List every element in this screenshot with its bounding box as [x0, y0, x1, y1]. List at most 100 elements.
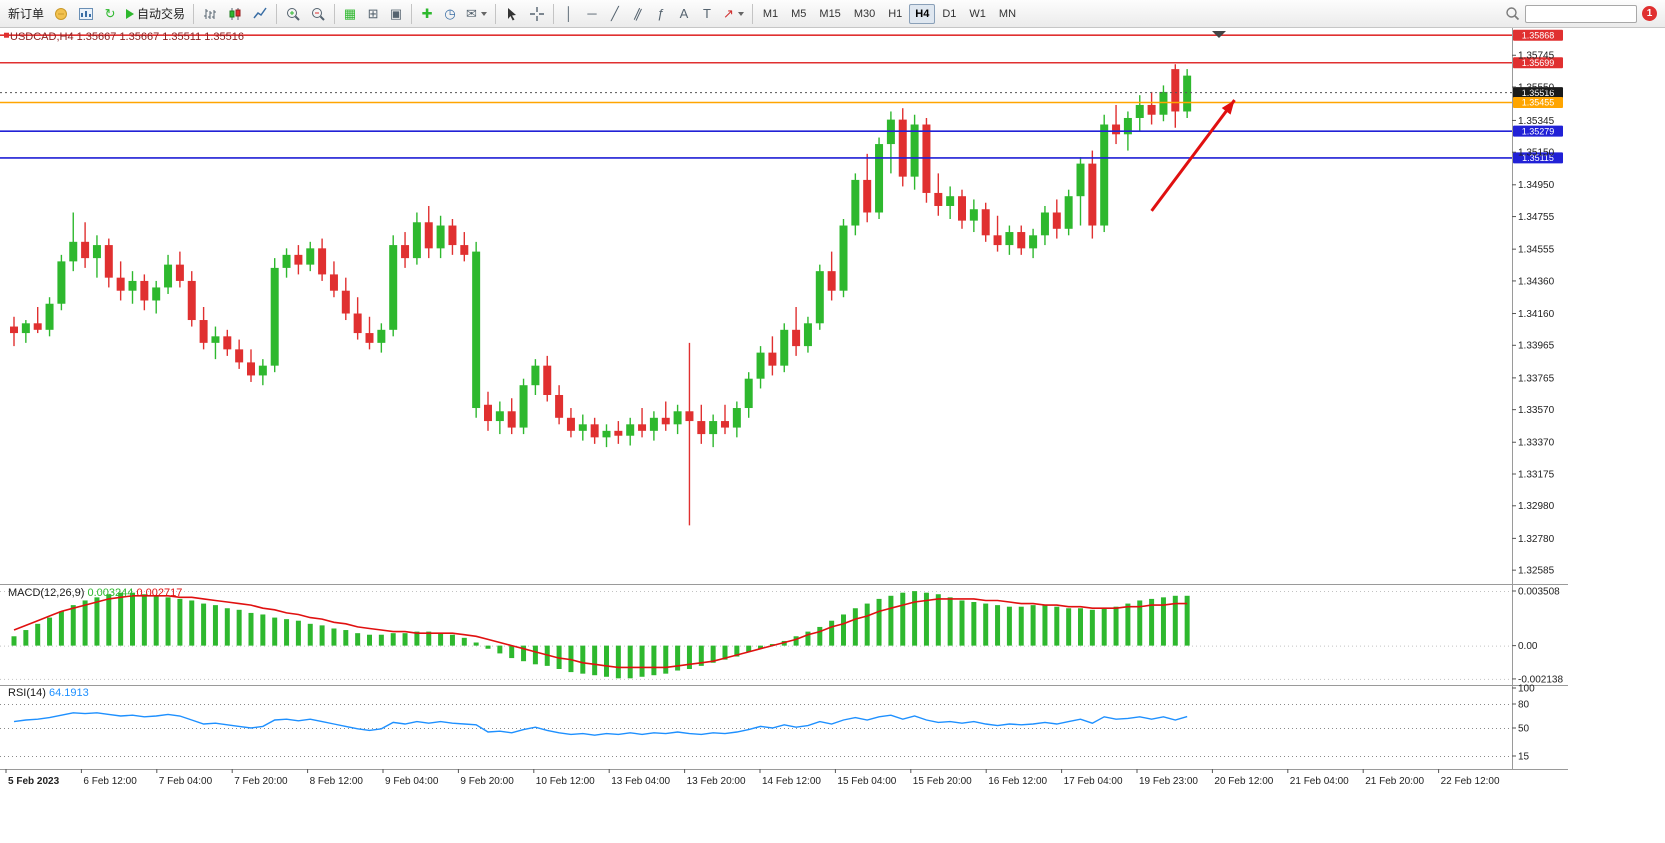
- channel-icon: ∥: [631, 5, 645, 22]
- label-icon: T: [702, 6, 711, 21]
- search-icon: [1506, 7, 1520, 21]
- search-input[interactable]: [1525, 4, 1637, 23]
- refresh-icon: ↻: [104, 6, 116, 21]
- timeframe-h4[interactable]: H4: [909, 3, 936, 24]
- trendline-tool-button[interactable]: ╱: [604, 3, 626, 25]
- timeframe-m1[interactable]: M1: [757, 4, 784, 24]
- toolbar-separator: [751, 3, 753, 24]
- algo-trading-button[interactable]: 自动交易: [122, 3, 189, 25]
- deposit-button[interactable]: [49, 3, 73, 25]
- grid-toggle-button[interactable]: ▦: [339, 3, 361, 25]
- svg-text:1.34950: 1.34950: [1518, 180, 1555, 191]
- timeframe-d1[interactable]: D1: [936, 4, 962, 24]
- svg-text:1.33765: 1.33765: [1518, 373, 1555, 384]
- svg-text:13 Feb 20:00: 13 Feb 20:00: [687, 776, 746, 787]
- rsi-line: [13, 712, 1188, 736]
- svg-text:1.35345: 1.35345: [1518, 116, 1555, 127]
- screenshot-button[interactable]: ✉: [462, 3, 491, 25]
- chevron-down-icon: [737, 11, 744, 16]
- svg-text:5 Feb 2023: 5 Feb 2023: [8, 776, 60, 787]
- toolbar-separator: [193, 3, 195, 24]
- svg-text:1.35115: 1.35115: [1522, 153, 1554, 163]
- timeframe-group: M1 M5 M15 M30 H1 H4 D1 W1 MN: [757, 3, 1022, 24]
- channel-tool-button[interactable]: ∥: [627, 3, 649, 25]
- candlestick-icon: [229, 7, 241, 20]
- svg-text:22 Feb 12:00: 22 Feb 12:00: [1441, 776, 1500, 787]
- line-chart-icon: [253, 7, 267, 18]
- timeframe-m15[interactable]: M15: [813, 4, 846, 24]
- svg-text:1.35150: 1.35150: [1518, 148, 1555, 159]
- label-tool-button[interactable]: T: [696, 3, 718, 25]
- svg-text:1.35516: 1.35516: [1522, 88, 1555, 98]
- price-badge-1.35699: [1513, 57, 1563, 69]
- line-anchor-marker[interactable]: [4, 32, 9, 38]
- cascade-windows-button[interactable]: ▣: [385, 3, 407, 25]
- fibonacci-tool-button[interactable]: ƒ: [650, 3, 672, 25]
- svg-text:1.33965: 1.33965: [1518, 341, 1555, 352]
- cursor-tool-button[interactable]: [500, 3, 524, 25]
- refresh-button[interactable]: ↻: [99, 3, 121, 25]
- toolbar-separator: [334, 3, 336, 24]
- period-clock-button[interactable]: ◷: [439, 3, 461, 25]
- svg-text:1.35699: 1.35699: [1522, 58, 1555, 68]
- svg-text:15 Feb 04:00: 15 Feb 04:00: [837, 776, 896, 787]
- svg-text:1.32980: 1.32980: [1518, 501, 1555, 512]
- toolbar-separator: [276, 3, 278, 24]
- horizontal-line-tool-button[interactable]: ─: [581, 3, 603, 25]
- text-tool-button[interactable]: A: [673, 3, 695, 25]
- notification-badge[interactable]: 1: [1642, 6, 1657, 21]
- zoom-out-button[interactable]: [306, 3, 330, 25]
- chart-area[interactable]: 1.35868 1.35699 1.35516 1.35455 1.35279 1.351…: [0, 28, 1665, 843]
- crosshair-tool-button[interactable]: [525, 3, 549, 25]
- timeframe-w1[interactable]: W1: [963, 4, 992, 24]
- cascade-windows-icon: ▣: [389, 6, 403, 21]
- timeframe-m30[interactable]: M30: [848, 4, 881, 24]
- price-badge-1.35115: [1513, 152, 1563, 164]
- price-badge-1.35868: [1513, 29, 1563, 41]
- main-toolbar: 新订单 ↻ 自动交易: [0, 0, 1665, 28]
- svg-text:1.34360: 1.34360: [1518, 276, 1555, 287]
- price-axis[interactable]: 1.35745 1.35550 1.35345 1.35150 1.34950 1.347…: [0, 28, 1568, 770]
- open-chart-button[interactable]: [74, 3, 98, 25]
- fibonacci-icon: ƒ: [657, 6, 665, 21]
- svg-text:-0.002138: -0.002138: [1518, 674, 1563, 685]
- vertical-line-icon: │: [564, 6, 573, 21]
- candlestick-mode-button[interactable]: [223, 3, 247, 25]
- toolbar-separator: [552, 3, 554, 24]
- svg-text:0.003508: 0.003508: [1518, 586, 1560, 597]
- chevron-down-icon: [480, 11, 487, 16]
- vertical-line-tool-button[interactable]: │: [558, 3, 580, 25]
- svg-text:16 Feb 12:00: 16 Feb 12:00: [988, 776, 1047, 787]
- new-order-label: 新订单: [8, 7, 45, 21]
- timeframe-m5[interactable]: M5: [785, 4, 812, 24]
- grid-icon: ▦: [343, 6, 357, 21]
- tile-windows-button[interactable]: ⊞: [362, 3, 384, 25]
- bar-chart-mode-button[interactable]: [198, 3, 222, 25]
- timeframe-mn[interactable]: MN: [993, 4, 1022, 24]
- time-axis[interactable]: 5 Feb 2023 6 Feb 12:00 7 Feb 04:00 7 Feb 20…: [5, 769, 1500, 787]
- zoom-in-button[interactable]: [281, 3, 305, 25]
- add-indicator-button[interactable]: ✚: [416, 3, 438, 25]
- toolbar-separator: [411, 3, 413, 24]
- timeframe-h1[interactable]: H1: [882, 4, 908, 24]
- svg-text:1.35868: 1.35868: [1522, 30, 1555, 40]
- algo-trading-label: 自动交易: [137, 7, 186, 21]
- svg-text:21 Feb 04:00: 21 Feb 04:00: [1290, 776, 1349, 787]
- svg-text:1.33570: 1.33570: [1518, 405, 1555, 416]
- svg-text:1.33175: 1.33175: [1518, 469, 1555, 480]
- svg-text:1.32585: 1.32585: [1518, 566, 1555, 577]
- mail-icon: ✉: [466, 6, 477, 21]
- shapes-tool-button[interactable]: ↗: [719, 3, 748, 25]
- svg-text:14 Feb 12:00: 14 Feb 12:00: [762, 776, 821, 787]
- chart-shift-marker[interactable]: [1212, 31, 1226, 38]
- trend-arrow[interactable]: [1150, 99, 1236, 212]
- svg-text:1.34555: 1.34555: [1518, 245, 1555, 256]
- line-chart-mode-button[interactable]: [248, 3, 272, 25]
- svg-text:9 Feb 04:00: 9 Feb 04:00: [385, 776, 439, 787]
- svg-text:20 Feb 12:00: 20 Feb 12:00: [1214, 776, 1273, 787]
- svg-text:15 Feb 20:00: 15 Feb 20:00: [913, 776, 972, 787]
- svg-text:6 Feb 12:00: 6 Feb 12:00: [83, 776, 137, 787]
- new-order-button[interactable]: 新订单: [4, 3, 48, 25]
